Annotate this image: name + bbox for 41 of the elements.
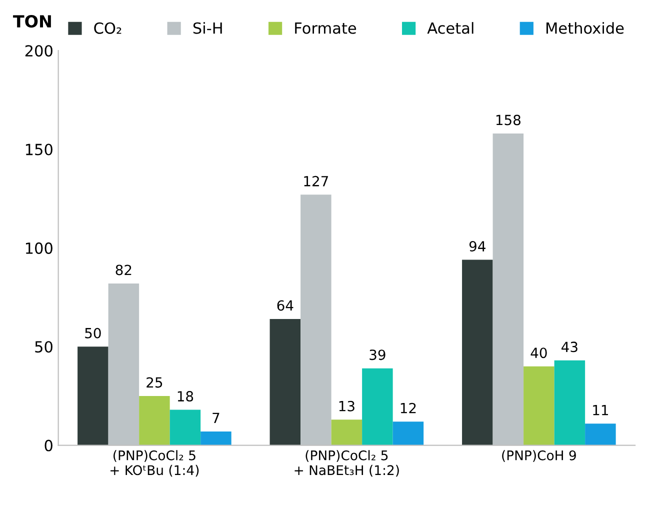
data-label: 12	[400, 402, 416, 414]
bar	[139, 396, 170, 446]
data-label: 82	[116, 264, 132, 276]
bar	[270, 318, 301, 446]
data-label: 11	[593, 405, 608, 416]
bar	[331, 420, 362, 446]
y-tick-label: 200	[25, 45, 52, 57]
data-label: 43	[562, 342, 578, 352]
data-label: 50	[85, 328, 101, 338]
bar	[78, 346, 108, 446]
data-label: 39	[370, 350, 386, 360]
y-tick-label: 100	[26, 242, 52, 254]
data-label: 158	[496, 114, 520, 126]
x-tick-label: (PNP)CoCl₂ 5 + KOᵗBu (1:4)	[110, 450, 199, 477]
y-tick-label: 0	[44, 440, 52, 452]
legend-label: Methoxide	[546, 22, 624, 34]
x-tick-label: (PNP)CoCl₂ 5 + NaBEt₃H (1:2)	[294, 450, 399, 477]
data-label: 94	[469, 241, 486, 252]
data-label: 18	[178, 391, 194, 402]
y-tick-label: 150	[26, 144, 52, 156]
data-label: 13	[339, 400, 354, 412]
x-tick-label: (PNP)CoH 9	[502, 450, 576, 462]
y-tick-label: 50	[35, 341, 52, 353]
legend-label: Si-H	[193, 22, 222, 34]
legend-label: Formate	[295, 22, 356, 34]
data-label: 127	[304, 176, 328, 186]
data-label: 7	[212, 412, 220, 424]
bar	[200, 431, 232, 446]
bar	[392, 422, 424, 446]
y-axis-title: TON	[13, 15, 51, 28]
bar	[554, 360, 586, 446]
bar	[462, 260, 493, 446]
legend-label: CO₂	[94, 22, 122, 34]
data-label: 40	[530, 348, 547, 358]
bar	[585, 424, 616, 446]
bar	[524, 366, 554, 446]
legend-label: Acetal	[427, 22, 474, 34]
bar	[362, 368, 393, 446]
data-label: 25	[146, 377, 162, 388]
data-label: 64	[277, 300, 294, 311]
bar	[170, 410, 201, 446]
